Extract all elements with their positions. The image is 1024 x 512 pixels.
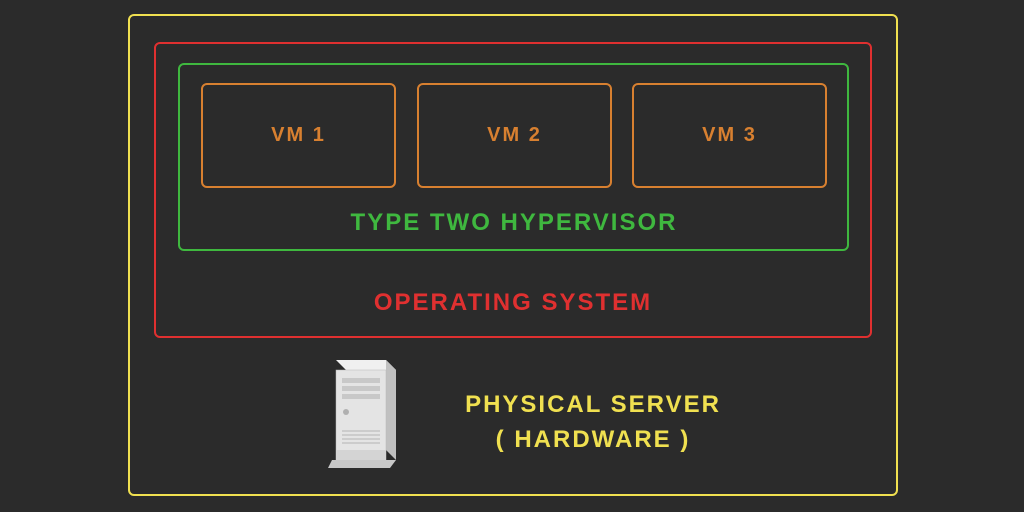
server-tower-icon: [328, 360, 400, 470]
vm-label-2: VM 2: [487, 124, 542, 147]
vm-box-2: VM 2: [417, 83, 612, 188]
hardware-label-line1: PHYSICAL SERVER: [418, 388, 768, 423]
hardware-layer-label: PHYSICAL SERVER ( HARDWARE ): [418, 388, 768, 458]
vm-box-3: VM 3: [632, 83, 827, 188]
os-layer-label: OPERATING SYSTEM: [348, 286, 678, 321]
vm-label-1: VM 1: [271, 124, 326, 147]
hypervisor-layer-label: TYPE TWO HYPERVISOR: [334, 206, 694, 241]
vm-box-1: VM 1: [201, 83, 396, 188]
vm-label-3: VM 3: [702, 124, 757, 147]
hardware-label-line2: ( HARDWARE ): [418, 423, 768, 458]
